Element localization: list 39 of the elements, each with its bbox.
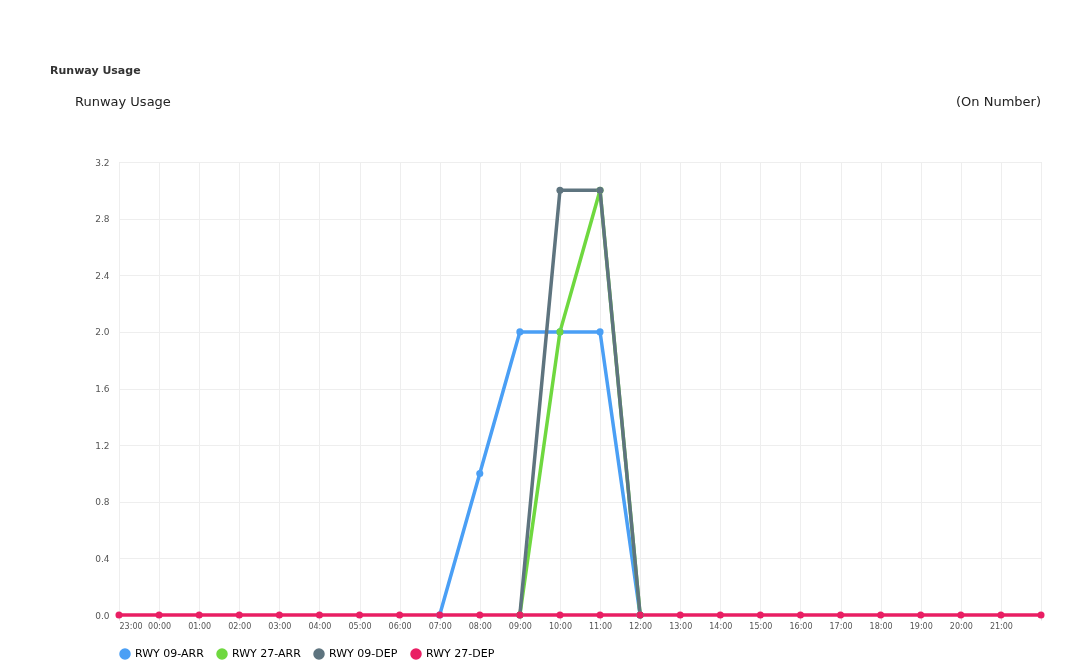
y-tick-label: 1.6 bbox=[95, 384, 110, 394]
text: (On Number) bbox=[956, 94, 1041, 109]
x-tick-label: 16:00 bbox=[789, 621, 813, 631]
chart-title: Runway Usage bbox=[50, 64, 141, 77]
x-tick-label: 15:00 bbox=[749, 621, 773, 631]
x-tick-label: 11:00 bbox=[589, 621, 613, 631]
legend-label: RWY 09-ARR bbox=[135, 647, 205, 660]
y-tick-label: 2.0 bbox=[95, 327, 110, 338]
x-tick-label: 01:00 bbox=[188, 621, 212, 631]
x-tick-label: 05:00 bbox=[348, 621, 372, 631]
x-tick-label: 17:00 bbox=[829, 621, 853, 631]
x-tick-label: 06:00 bbox=[388, 621, 412, 631]
x-tick-label: 23:00 bbox=[119, 621, 143, 631]
y-tick-label: 3.2 bbox=[95, 157, 110, 168]
text: Runway Usage bbox=[75, 94, 171, 109]
x-tick-label: 00:00 bbox=[148, 621, 172, 631]
y-tick-label: 2.8 bbox=[95, 214, 110, 225]
x-tick-label: 12:00 bbox=[629, 621, 653, 631]
x-tick-label: 18:00 bbox=[869, 621, 893, 631]
x-tick-label: 14:00 bbox=[709, 621, 733, 631]
y-tick-label: 0.8 bbox=[95, 497, 110, 508]
legend-label: RWY 27-ARR bbox=[232, 647, 302, 660]
x-tick-label: 20:00 bbox=[949, 621, 973, 631]
legend-label: RWY 27-DEP bbox=[426, 647, 495, 660]
x-tick-label: 04:00 bbox=[308, 621, 332, 631]
y-tick-label: 0.4 bbox=[95, 553, 110, 564]
x-tick-label: 02:00 bbox=[228, 621, 252, 631]
y-tick-label: 2.4 bbox=[95, 270, 110, 281]
x-tick-label: 08:00 bbox=[468, 621, 492, 631]
x-tick-label: 10:00 bbox=[548, 621, 572, 631]
x-tick-label: 21:00 bbox=[989, 621, 1013, 631]
y-tick-label: 1.2 bbox=[95, 440, 110, 451]
x-tick-label: 09:00 bbox=[508, 621, 532, 631]
x-tick-label: 19:00 bbox=[909, 621, 933, 631]
y-tick-label: 0.0 bbox=[95, 610, 110, 621]
x-tick-label: 03:00 bbox=[268, 621, 292, 631]
x-tick-label: 07:00 bbox=[428, 621, 452, 631]
x-tick-label: 13:00 bbox=[669, 621, 693, 631]
legend-label: RWY 09-DEP bbox=[329, 647, 398, 660]
